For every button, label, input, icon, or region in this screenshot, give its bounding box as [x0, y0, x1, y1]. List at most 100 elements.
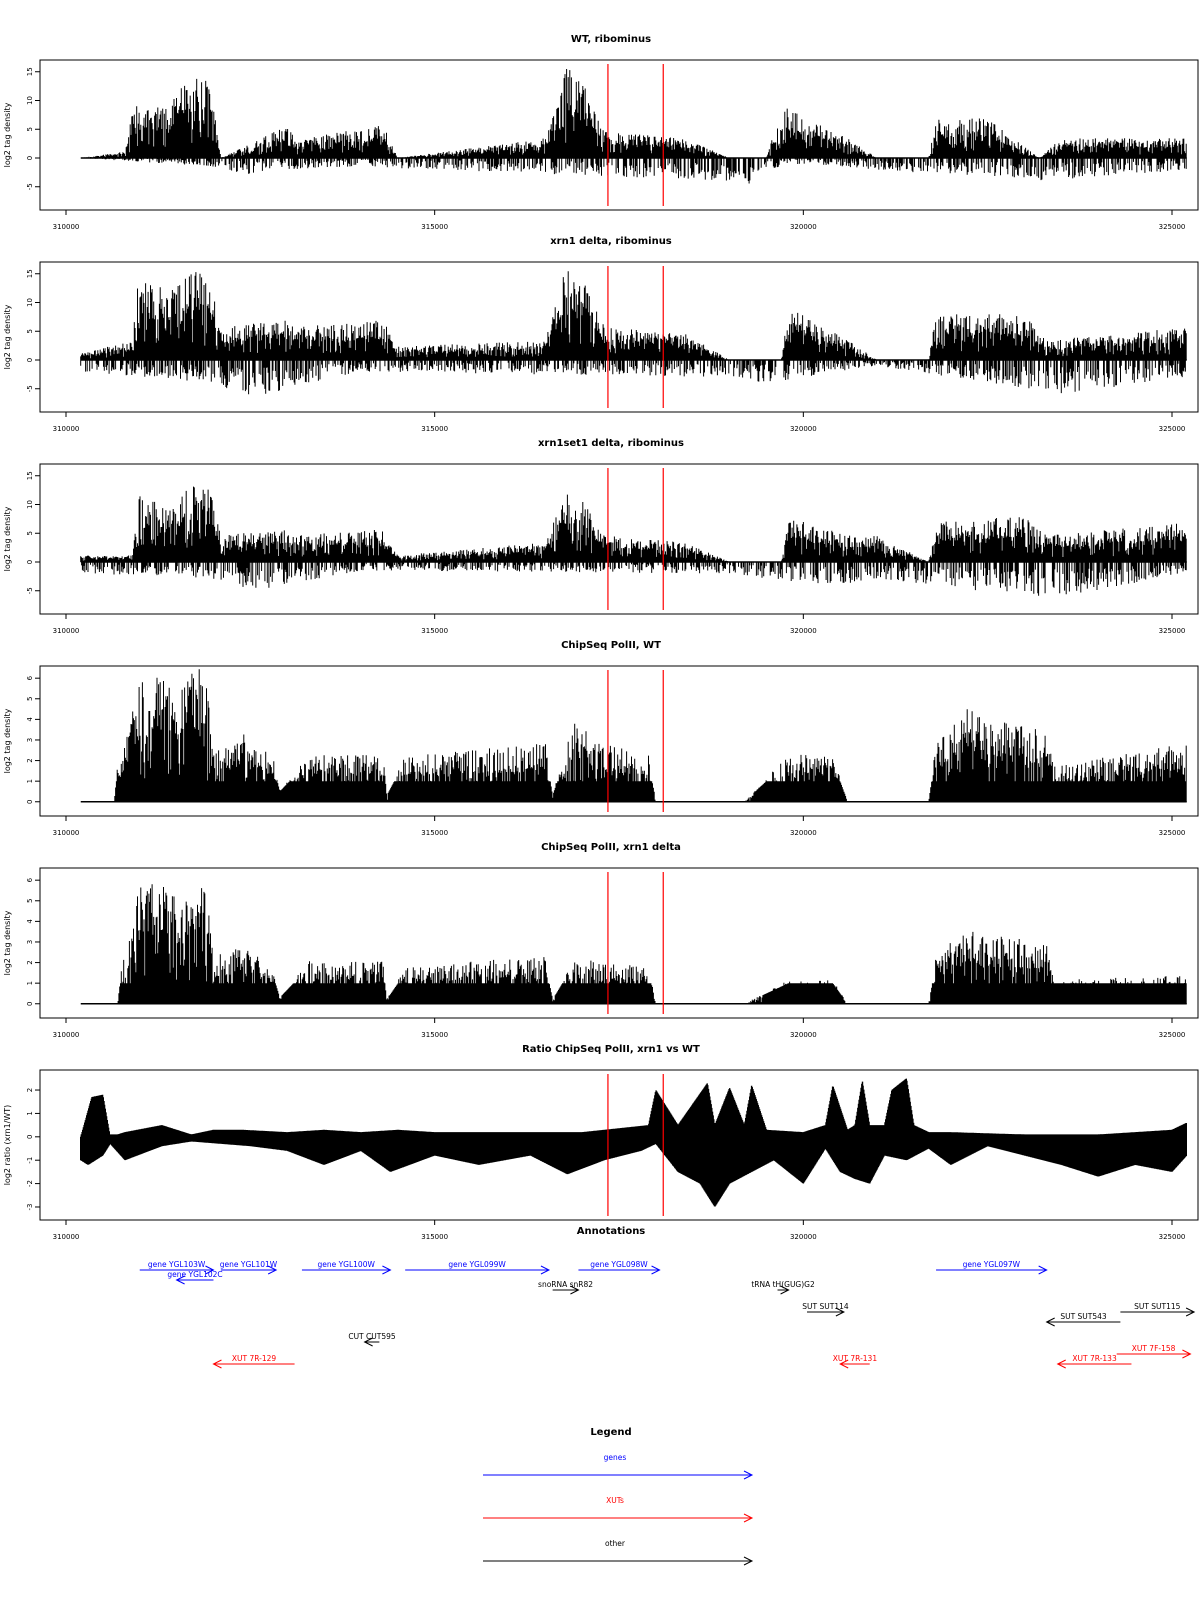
feature-arrowhead — [1056, 1359, 1066, 1369]
y-tick-label: -3 — [26, 1203, 34, 1210]
y-tick-label: 1 — [26, 1111, 34, 1115]
y-tick-label: -2 — [26, 1180, 34, 1187]
feature-label: SUT SUT114 — [802, 1302, 849, 1311]
y-axis-label: log2 ratio (xrn1/WT) — [3, 1105, 12, 1186]
feature-arrowhead — [1185, 1307, 1196, 1317]
x-tick-label: 320000 — [790, 425, 817, 433]
panel-title: xrn1 delta, ribominus — [550, 236, 672, 247]
y-tick-label: 6 — [26, 877, 34, 882]
annotation-feature: CUT CUT595 — [348, 1332, 396, 1347]
y-tick-label: 5 — [26, 531, 34, 535]
feature-label: gene YGL097W — [963, 1260, 1021, 1269]
feature-arrowhead — [651, 1265, 661, 1275]
feature-label: snoRNA snR82 — [538, 1280, 593, 1289]
legend-item: XUTs — [483, 1496, 754, 1523]
signal-trace — [82, 69, 1187, 184]
y-tick-label: 3 — [26, 940, 34, 944]
x-tick-label: 320000 — [790, 1233, 817, 1241]
x-tick-label: 320000 — [790, 223, 817, 231]
x-tick-label: 325000 — [1159, 425, 1186, 433]
track-panel: Ratio ChipSeq PolII, xrn1 vs WT log2 rati… — [3, 1044, 1199, 1241]
track-panel: xrn1set1 delta, ribominus log2 tag densit… — [3, 438, 1199, 635]
y-tick-label: 2 — [26, 1088, 34, 1092]
y-tick-label: 0 — [26, 358, 34, 362]
track-panel: ChipSeq PolII, xrn1 delta log2 tag densit… — [3, 842, 1199, 1039]
x-tick-label: 315000 — [421, 1233, 448, 1241]
signal-trace — [114, 669, 1187, 802]
y-tick-label: 0 — [26, 560, 34, 564]
annotation-feature: gene YGL097W — [936, 1260, 1048, 1275]
feature-label: CUT CUT595 — [348, 1332, 396, 1341]
legend-title: Legend — [590, 1427, 631, 1438]
feature-label: SUT SUT115 — [1134, 1302, 1181, 1311]
y-tick-label: -5 — [26, 587, 34, 594]
y-tick-label: 5 — [26, 697, 34, 701]
feature-label: XUT 7R-131 — [833, 1354, 878, 1363]
panel-title: xrn1set1 delta, ribominus — [538, 438, 684, 449]
x-tick-label: 320000 — [790, 1031, 817, 1039]
panel-title: Ratio ChipSeq PolII, xrn1 vs WT — [522, 1044, 700, 1055]
y-tick-label: 0 — [26, 1002, 34, 1006]
y-axis-label: log2 tag density — [3, 506, 12, 571]
legend-item: other — [483, 1539, 754, 1566]
feature-arrowhead — [175, 1275, 185, 1285]
x-tick-label: 310000 — [53, 627, 80, 635]
annotation-feature: tRNA tH(GUG)G2 — [751, 1280, 815, 1295]
y-tick-label: 5 — [26, 329, 34, 333]
y-tick-label: -5 — [26, 385, 34, 392]
y-tick-label: 4 — [26, 919, 34, 924]
feature-arrowhead — [267, 1265, 278, 1275]
panel-frame — [39, 59, 1199, 211]
x-tick-label: 325000 — [1159, 627, 1186, 635]
x-tick-label: 310000 — [53, 223, 80, 231]
feature-arrowhead — [835, 1307, 846, 1317]
feature-label: XUT 7R-129 — [232, 1354, 277, 1363]
legend-label: genes — [604, 1453, 627, 1462]
annotation-feature: gene YGL098W — [578, 1260, 661, 1275]
x-tick-label: 325000 — [1159, 1233, 1186, 1241]
y-tick-label: 5 — [26, 899, 34, 903]
feature-arrowhead — [205, 1265, 215, 1275]
y-tick-label: 15 — [26, 269, 34, 278]
feature-arrowhead — [743, 1556, 754, 1566]
y-tick-label: 2 — [26, 960, 34, 964]
legend-items: genes XUTs other — [483, 1453, 754, 1566]
x-tick-label: 310000 — [53, 425, 80, 433]
panel-frame — [39, 1069, 1199, 1221]
feature-label: XUT 7F-158 — [1132, 1344, 1176, 1353]
y-tick-label: 0 — [26, 156, 34, 160]
x-tick-label: 325000 — [1159, 1031, 1186, 1039]
x-tick-label: 325000 — [1159, 829, 1186, 837]
x-tick-label: 310000 — [53, 1031, 80, 1039]
annotation-feature: gene YGL103W — [139, 1260, 215, 1275]
feature-arrowhead — [382, 1265, 392, 1275]
y-tick-label: 3 — [26, 738, 34, 742]
annotation-feature: XUT 7F-158 — [1116, 1344, 1192, 1359]
feature-label: SUT SUT543 — [1060, 1312, 1107, 1321]
y-tick-label: 5 — [26, 127, 34, 131]
x-tick-label: 315000 — [421, 829, 448, 837]
feature-arrowhead — [1038, 1265, 1048, 1275]
x-tick-label: 320000 — [790, 627, 817, 635]
feature-arrowhead — [1045, 1317, 1055, 1327]
feature-arrowhead — [743, 1470, 754, 1480]
y-tick-label: 10 — [26, 500, 34, 509]
annotation-feature: XUT 7R-131 — [833, 1354, 878, 1369]
y-axis-label: log2 tag density — [3, 910, 12, 975]
y-tick-label: 6 — [26, 675, 34, 680]
signal-trace — [80, 486, 1187, 596]
feature-arrowhead — [363, 1337, 373, 1347]
feature-label: gene YGL098W — [590, 1260, 648, 1269]
x-tick-label: 320000 — [790, 829, 817, 837]
annotation-feature: XUT 7R-129 — [212, 1354, 295, 1369]
y-tick-label: 2 — [26, 758, 34, 762]
x-tick-label: 315000 — [421, 627, 448, 635]
panel-frame — [39, 463, 1199, 615]
panel-frame — [39, 867, 1199, 1019]
x-tick-label: 325000 — [1159, 223, 1186, 231]
panel-frame — [39, 665, 1199, 817]
